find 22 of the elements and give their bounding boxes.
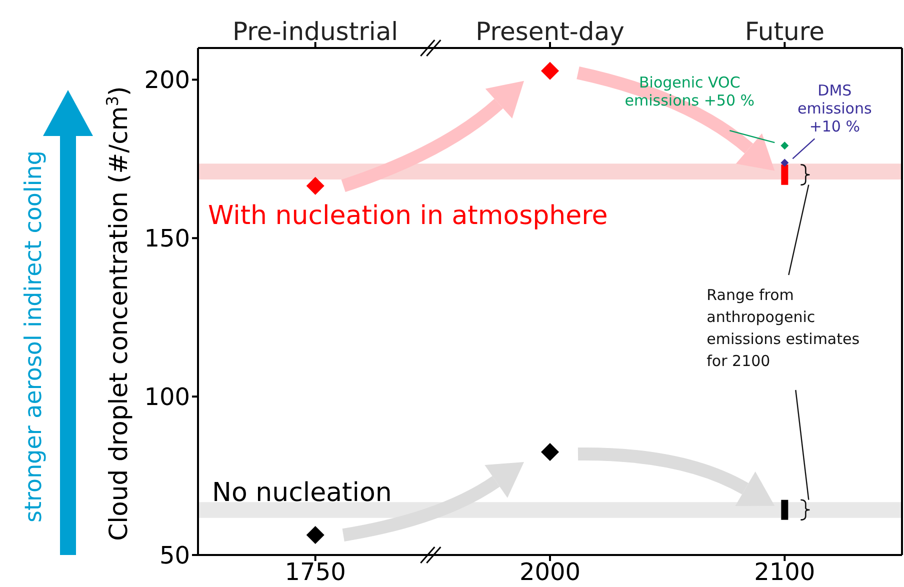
point: [306, 526, 324, 544]
series-label: No nucleation: [212, 478, 392, 508]
x-tick-label: 2100: [754, 558, 816, 586]
series-label: DMS emissions +10 %: [798, 82, 872, 136]
y-tick-label: 50: [159, 542, 190, 570]
x-tick-label: 2000: [519, 558, 581, 586]
point: [541, 62, 559, 80]
y-tick-label: 100: [144, 383, 190, 412]
text: stronger aerosol indirect cooling: [21, 150, 47, 522]
point: [541, 443, 559, 462]
text: Future: [744, 17, 824, 46]
y-tick-label: 200: [144, 66, 190, 94]
text: Biogenic VOC emissions +50 %: [624, 74, 755, 110]
point: [780, 142, 789, 150]
text: Pre-industrial: [232, 17, 398, 46]
point: [306, 176, 324, 195]
annotation: Range from anthropogenic emissions estimates for 2100: [706, 286, 860, 370]
x-tick-label: 1750: [284, 558, 346, 586]
point: [780, 158, 789, 167]
text: Present-day: [476, 17, 625, 46]
text: With nucleation in atmosphere: [208, 200, 608, 231]
y-tick-label: 150: [144, 224, 190, 253]
